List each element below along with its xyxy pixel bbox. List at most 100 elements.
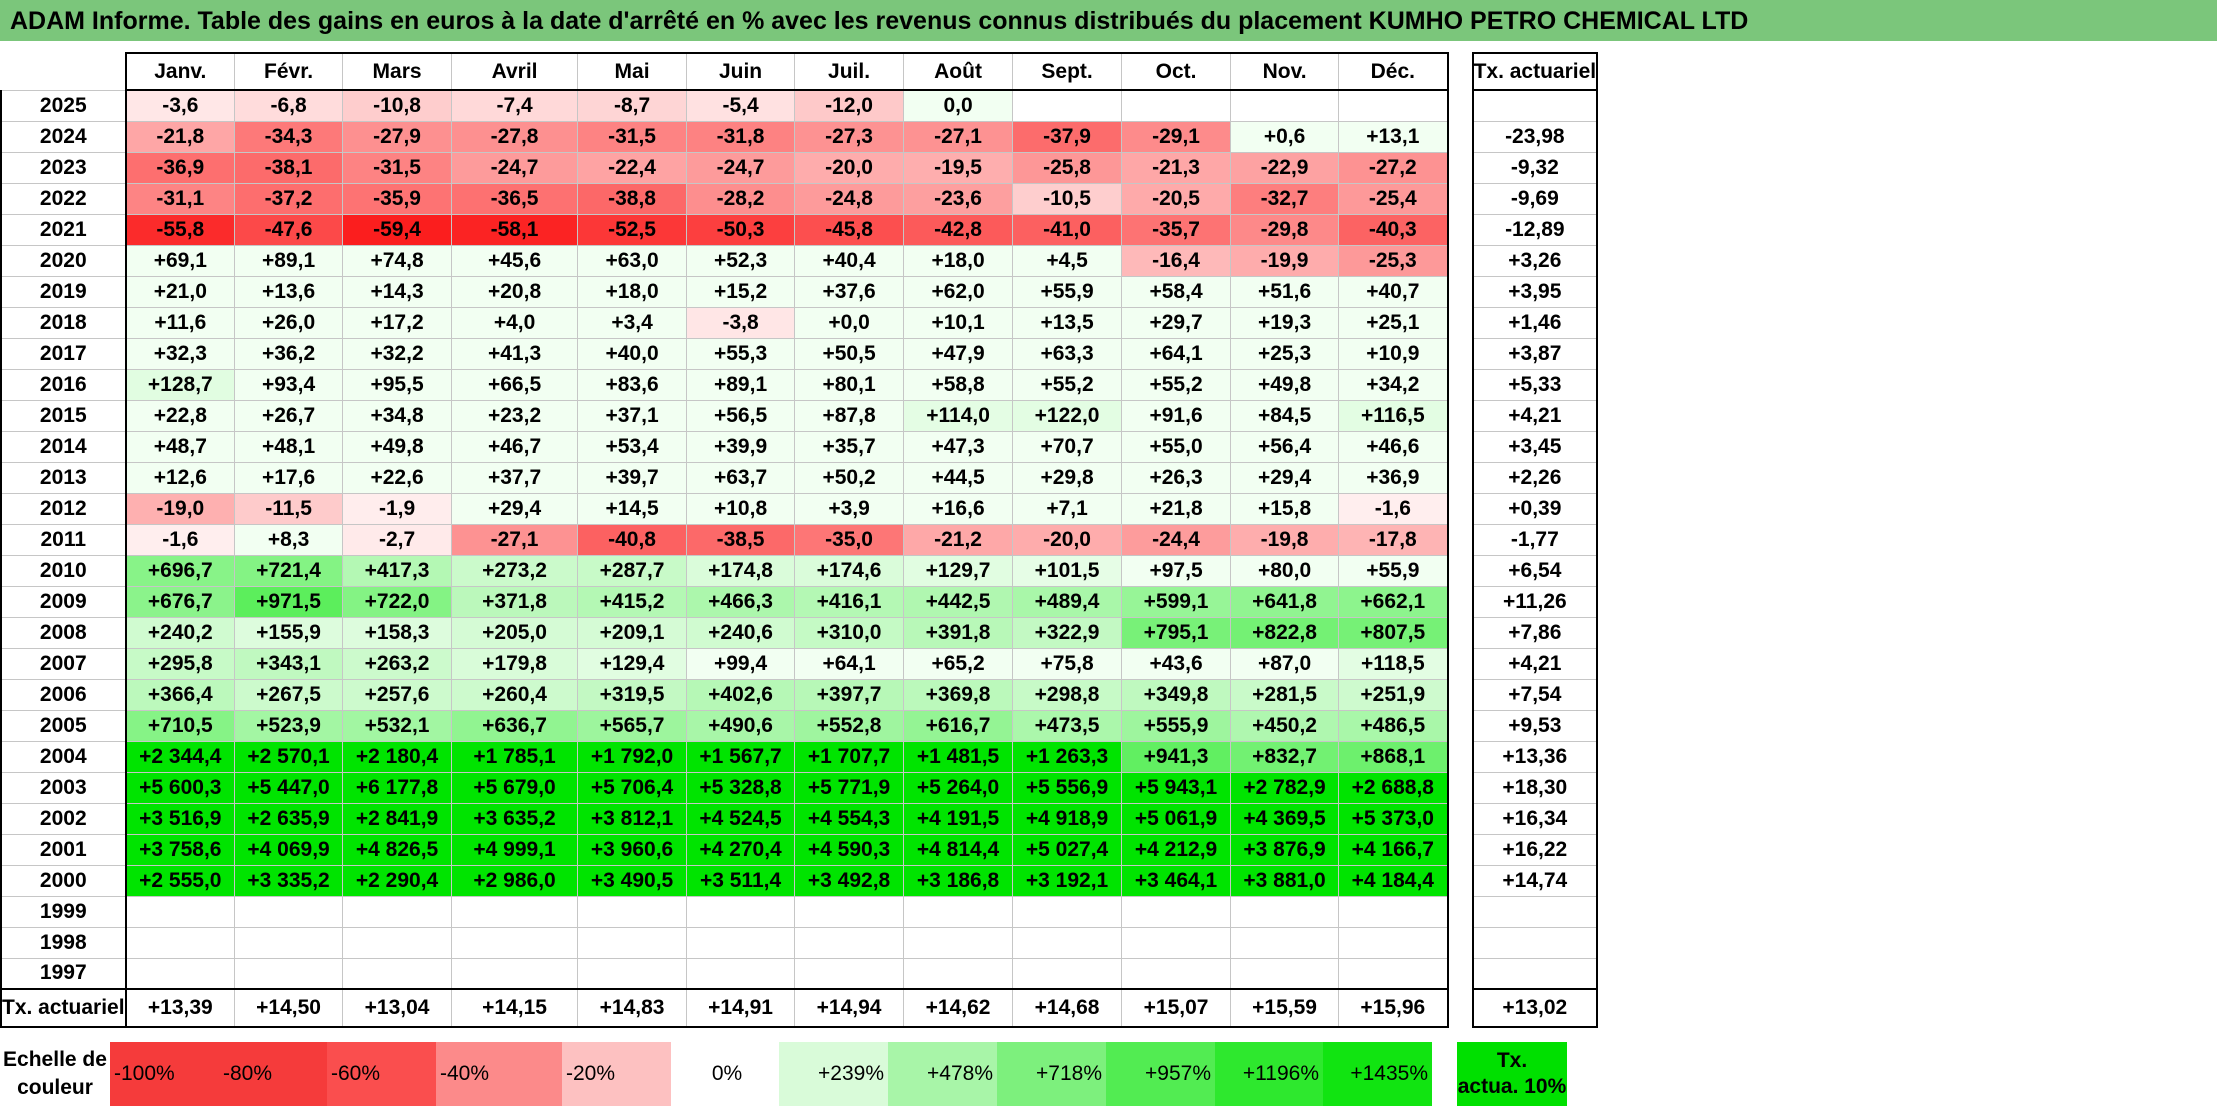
ta-cell bbox=[1471, 89, 1599, 122]
year-row: 2009 +676,7 +971,5 +722,0 +371,8 +415,2 +466,3… bbox=[0, 585, 1599, 618]
gain-cell: +29,8 bbox=[1012, 461, 1123, 494]
spacer bbox=[1447, 214, 1473, 245]
gain-cell: -7,4 bbox=[451, 89, 579, 122]
gain-cell: +490,6 bbox=[686, 709, 796, 742]
gain-cell: -45,8 bbox=[794, 213, 905, 246]
gain-cell: +36,9 bbox=[1338, 461, 1449, 494]
gain-cell: +4 826,5 bbox=[342, 833, 453, 866]
gain-cell: +636,7 bbox=[451, 709, 579, 742]
gain-cell: -52,5 bbox=[577, 213, 688, 246]
gain-cell: +2 782,9 bbox=[1230, 771, 1340, 804]
gain-cell: +2 570,1 bbox=[234, 740, 344, 773]
gain-cell: -37,2 bbox=[234, 182, 344, 215]
gain-cell: -19,5 bbox=[903, 151, 1014, 184]
gain-cell bbox=[451, 895, 579, 928]
gain-cell: +22,8 bbox=[124, 399, 236, 432]
gain-cell: +18,0 bbox=[903, 244, 1014, 277]
gain-cell: +205,0 bbox=[451, 616, 579, 649]
gain-cell: -38,8 bbox=[577, 182, 688, 215]
year-label: 2004 bbox=[0, 740, 127, 773]
gain-cell: +32,2 bbox=[342, 337, 453, 370]
spacer bbox=[1447, 400, 1473, 431]
gain-cell: +17,6 bbox=[234, 461, 344, 494]
gain-cell: +5 706,4 bbox=[577, 771, 688, 804]
gain-cell bbox=[1121, 895, 1232, 928]
gain-cell: -22,9 bbox=[1230, 151, 1340, 184]
gain-cell: +5 771,9 bbox=[794, 771, 905, 804]
total-cell: +15,07 bbox=[1121, 988, 1232, 1028]
gain-cell: +5 600,3 bbox=[124, 771, 236, 804]
gain-cell: +486,5 bbox=[1338, 709, 1449, 742]
gain-cell: -23,6 bbox=[903, 182, 1014, 215]
gain-cell: +343,1 bbox=[234, 647, 344, 680]
month-header: Juin bbox=[686, 52, 796, 91]
gain-cell: +4 212,9 bbox=[1121, 833, 1232, 866]
ta-cell: -12,89 bbox=[1471, 213, 1599, 246]
gain-cell: +22,6 bbox=[342, 461, 453, 494]
gain-cell: +116,5 bbox=[1338, 399, 1449, 432]
gain-cell: +416,1 bbox=[794, 585, 905, 618]
gain-cell: -27,8 bbox=[451, 120, 579, 153]
gain-cell: -27,3 bbox=[794, 120, 905, 153]
year-row: 1998 bbox=[0, 926, 1599, 959]
gain-cell: +696,7 bbox=[124, 554, 236, 587]
year-label: 2020 bbox=[0, 244, 127, 277]
year-label: 1999 bbox=[0, 895, 127, 928]
year-row: 2023 -36,9 -38,1 -31,5 -24,7 -22,4 -24,7 -20,0-… bbox=[0, 151, 1599, 184]
spacer bbox=[1447, 431, 1473, 462]
gain-cell: +7,1 bbox=[1012, 492, 1123, 525]
year-row: 2008 +240,2 +155,9 +158,3 +205,0 +209,1 +240,6… bbox=[0, 616, 1599, 649]
gain-cell: +2 344,4 bbox=[124, 740, 236, 773]
gain-cell: +5 943,1 bbox=[1121, 771, 1232, 804]
gain-cell: +868,1 bbox=[1338, 740, 1449, 773]
gain-cell: +11,6 bbox=[124, 306, 236, 339]
year-row: 2021 -55,8 -47,6 -59,4 -58,1 -52,5 -50,3 -45,8-… bbox=[0, 213, 1599, 246]
gain-cell: +251,9 bbox=[1338, 678, 1449, 711]
tx-line1: Tx. bbox=[1496, 1049, 1528, 1072]
gain-cell: +5 027,4 bbox=[1012, 833, 1123, 866]
total-cell: +14,15 bbox=[451, 988, 579, 1028]
gain-cell: +29,7 bbox=[1121, 306, 1232, 339]
gain-cell: +16,6 bbox=[903, 492, 1014, 525]
gain-cell: -29,1 bbox=[1121, 120, 1232, 153]
gain-cell: +64,1 bbox=[1121, 337, 1232, 370]
gain-cell: -40,3 bbox=[1338, 213, 1449, 246]
gain-cell: +174,6 bbox=[794, 554, 905, 587]
gain-cell: +23,2 bbox=[451, 399, 579, 432]
gain-cell: +415,2 bbox=[577, 585, 688, 618]
year-row: 2018 +11,6 +26,0 +17,2 +4,0 +3,4 -3,8 +0,0 +10,1… bbox=[0, 306, 1599, 339]
year-label: 2018 bbox=[0, 306, 127, 339]
gain-cell: -17,8 bbox=[1338, 523, 1449, 556]
gain-cell: -32,7 bbox=[1230, 182, 1340, 215]
spacer bbox=[1447, 617, 1473, 648]
ta-cell: -9,69 bbox=[1471, 182, 1599, 215]
gain-cell: +4 069,9 bbox=[234, 833, 344, 866]
gain-cell: +56,5 bbox=[686, 399, 796, 432]
spacer bbox=[1432, 1042, 1457, 1106]
gain-cell: +14,5 bbox=[577, 492, 688, 525]
gain-cell: +267,5 bbox=[234, 678, 344, 711]
gain-cell: +29,4 bbox=[451, 492, 579, 525]
year-row: 2012 -19,0 -11,5 -1,9 +29,4 +14,5 +10,8 +3,9 +16… bbox=[0, 492, 1599, 525]
gain-cell: -47,6 bbox=[234, 213, 344, 246]
year-label: 2017 bbox=[0, 337, 127, 370]
gain-cell bbox=[903, 895, 1014, 928]
gain-cell: +4,5 bbox=[1012, 244, 1123, 277]
gain-cell: +721,4 bbox=[234, 554, 344, 587]
gain-cell: +56,4 bbox=[1230, 430, 1340, 463]
gain-cell: +52,3 bbox=[686, 244, 796, 277]
gain-cell: +62,0 bbox=[903, 275, 1014, 308]
year-label: 2009 bbox=[0, 585, 127, 618]
gain-cell: +5 447,0 bbox=[234, 771, 344, 804]
gain-cell: +13,1 bbox=[1338, 120, 1449, 153]
gain-cell: -27,1 bbox=[451, 523, 579, 556]
ta-cell: +7,54 bbox=[1471, 678, 1599, 711]
year-label: 2007 bbox=[0, 647, 127, 680]
gain-cell: -3,6 bbox=[124, 89, 236, 122]
ta-cell: -9,32 bbox=[1471, 151, 1599, 184]
gain-cell bbox=[451, 957, 579, 990]
gain-cell: +37,1 bbox=[577, 399, 688, 432]
gain-cell: -35,9 bbox=[342, 182, 453, 215]
gain-cell: +37,7 bbox=[451, 461, 579, 494]
gain-cell: +25,1 bbox=[1338, 306, 1449, 339]
